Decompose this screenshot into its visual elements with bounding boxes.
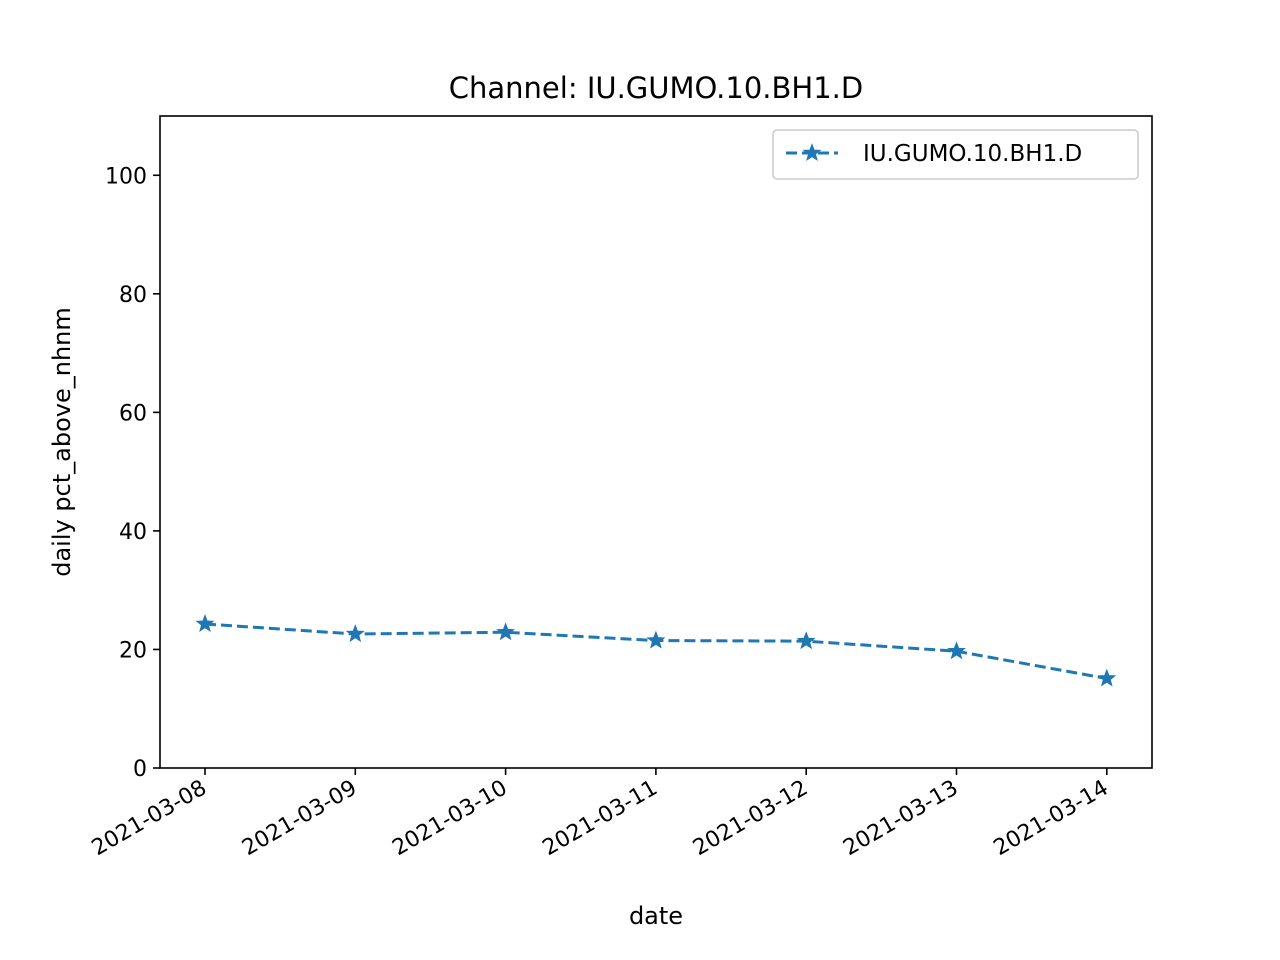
x-tick-label: 2021-03-11 — [539, 776, 662, 862]
y-axis-label: daily pct_above_nhnm — [48, 307, 76, 577]
data-point-marker — [1097, 668, 1117, 687]
x-tick-label: 2021-03-13 — [839, 776, 962, 862]
x-tick-label: 2021-03-09 — [238, 776, 361, 862]
series-layer — [195, 614, 1117, 687]
legend-series-marker — [802, 143, 822, 162]
y-tick-label: 60 — [119, 401, 147, 426]
data-point-marker — [947, 641, 966, 660]
legend-box — [772, 129, 1139, 180]
x-tick-label: 2021-03-12 — [689, 776, 812, 862]
data-point-marker — [345, 624, 365, 643]
legend: IU.GUMO.10.BH1.D — [772, 129, 1139, 180]
data-point-marker — [796, 631, 816, 650]
data-point-marker — [646, 630, 666, 649]
data-point-marker — [195, 614, 215, 632]
y-tick-label: 0 — [133, 757, 147, 782]
chart-title: Channel: IU.GUMO.10.BH1.D — [449, 71, 863, 105]
plot-frame — [159, 115, 1153, 769]
x-tick-label: 2021-03-08 — [88, 776, 211, 862]
data-point-marker — [496, 622, 516, 641]
y-tick-label: 80 — [119, 283, 147, 308]
x-tick-label: 2021-03-10 — [388, 776, 511, 862]
y-tick-label: 100 — [105, 164, 147, 189]
x-axis-ticks: 2021-03-08 2021-03-09 2021-03-10 2021-03-11… — [88, 768, 1113, 861]
y-tick-label: 40 — [119, 520, 147, 545]
legend-series-label: IU.GUMO.10.BH1.D — [863, 141, 1082, 167]
x-axis-label: date — [629, 902, 683, 930]
x-tick-label: 2021-03-14 — [990, 776, 1113, 862]
y-axis-ticks: 0 20 40 60 80 100 — [105, 164, 160, 782]
y-tick-label: 20 — [119, 638, 147, 663]
